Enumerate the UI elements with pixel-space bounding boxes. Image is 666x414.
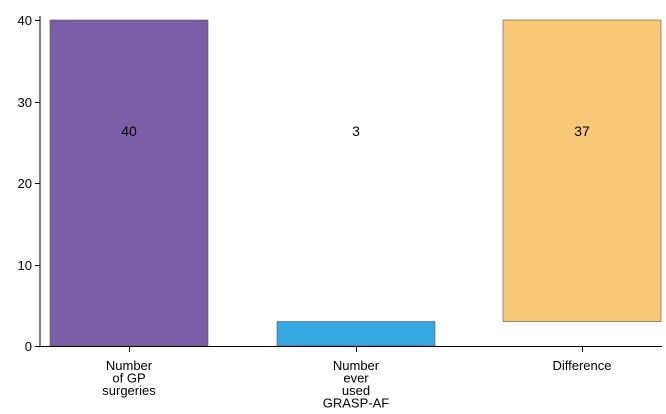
bar-3 bbox=[502, 19, 662, 322]
y-tick-label: 30 bbox=[18, 95, 32, 110]
x-tick-label-1: Number of GP surgeries bbox=[102, 358, 156, 398]
bars-group: 40 3 37 bbox=[49, 19, 662, 347]
data-label-3: 37 bbox=[574, 123, 590, 139]
y-tick-label: 10 bbox=[18, 258, 32, 273]
x-tick-label-2: Number ever used GRASP-AF bbox=[323, 358, 390, 411]
data-label-2: 3 bbox=[352, 123, 360, 139]
x-tick-label-3: Difference bbox=[552, 358, 611, 373]
y-tick-label: 0 bbox=[25, 339, 32, 354]
data-label-1: 40 bbox=[121, 123, 137, 139]
y-tick-label: 40 bbox=[18, 13, 32, 28]
y-tick-label: 20 bbox=[18, 176, 32, 191]
bar-2 bbox=[276, 321, 436, 347]
axes-group: 0 10 20 30 40 Number of GP surgeries Number ever u… bbox=[18, 13, 662, 411]
bar-1 bbox=[49, 19, 209, 347]
